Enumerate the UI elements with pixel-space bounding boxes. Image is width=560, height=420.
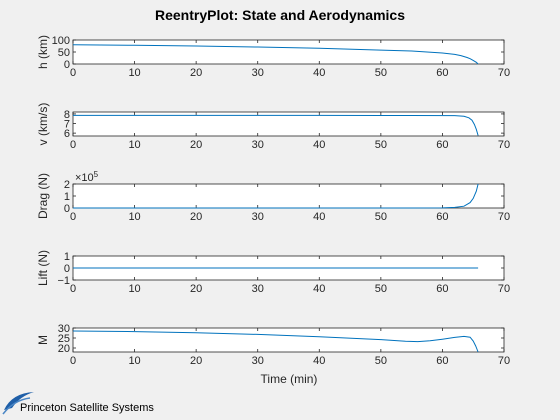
x-tick-label: 60 [436, 67, 448, 79]
x-tick-label: 0 [70, 139, 76, 151]
plot-area [72, 39, 505, 65]
x-tick-label: 30 [252, 211, 264, 223]
x-tick-label: 50 [375, 67, 387, 79]
y-tick-label: 6 [64, 128, 70, 140]
y-tick-label: −1 [57, 275, 70, 287]
x-tick-label: 40 [313, 355, 325, 367]
x-tick-label: 40 [313, 67, 325, 79]
plot-area [72, 183, 505, 209]
series-line [72, 330, 479, 353]
x-tick-label: 0 [70, 211, 76, 223]
y-tick-label: 50 [58, 47, 70, 59]
y-tick-label: 100 [52, 35, 70, 47]
x-tick-label: 30 [252, 67, 264, 79]
x-tick-label: 70 [498, 355, 510, 367]
y-axis-label: M [36, 335, 50, 345]
x-tick-label: 10 [128, 355, 140, 367]
x-tick-label: 20 [190, 67, 202, 79]
x-tick-label: 30 [252, 283, 264, 295]
x-tick-label: 20 [190, 283, 202, 295]
x-tick-label: 0 [70, 355, 76, 367]
series-line [73, 114, 479, 136]
x-tick-label: 40 [313, 211, 325, 223]
y-tick-label: 0 [64, 203, 70, 215]
x-tick-label: 60 [436, 139, 448, 151]
subplot-2: 0 10 20 30 40 50 60 70 678 v (km/s) [36, 103, 510, 151]
y-tick-label: 2 [64, 179, 70, 191]
series-line [73, 183, 479, 209]
y-axis-label: Lift (N) [36, 250, 50, 286]
x-tick-label: 20 [190, 355, 202, 367]
y-axis-label: h (km) [36, 35, 50, 69]
logo-arc-icon [2, 397, 31, 415]
y-axis-label: Drag (N) [36, 173, 50, 219]
subplot-3: 0 10 20 30 40 50 60 70 012 ×105 Drag (N) [36, 170, 510, 223]
x-tick-label: 60 [436, 355, 448, 367]
y-exponent-label: ×105 [75, 170, 99, 184]
y-tick-label: 20 [58, 343, 70, 355]
y-tick-label: 1 [64, 251, 70, 263]
x-tick-label: 0 [70, 283, 76, 295]
x-tick-label: 50 [375, 139, 387, 151]
x-tick-label: 70 [498, 211, 510, 223]
y-tick-label: 0 [64, 263, 70, 275]
x-axis-label: Time (min) [261, 372, 318, 386]
x-tick-label: 40 [313, 139, 325, 151]
x-tick-label: 20 [190, 139, 202, 151]
y-tick-label: 7 [64, 119, 70, 131]
y-tick-label: 1 [64, 191, 70, 203]
x-tick-label: 70 [498, 283, 510, 295]
x-tick-label: 30 [252, 139, 264, 151]
y-tick-label: 25 [58, 333, 70, 345]
y-tick-label: 8 [64, 109, 70, 121]
x-tick-label: 10 [128, 139, 140, 151]
x-tick-label: 30 [252, 355, 264, 367]
x-tick-label: 10 [128, 67, 140, 79]
x-tick-label: 40 [313, 283, 325, 295]
x-tick-label: 50 [375, 211, 387, 223]
x-tick-label: 60 [436, 211, 448, 223]
logo-text: Princeton Satellite Systems [20, 402, 154, 414]
x-tick-label: 10 [128, 211, 140, 223]
x-tick-label: 0 [70, 67, 76, 79]
y-tick-label: 0 [64, 59, 70, 71]
figure-title: ReentryPlot: State and Aerodynamics [155, 7, 405, 23]
series-line [72, 44, 479, 65]
x-tick-label: 10 [128, 283, 140, 295]
x-tick-label: 60 [436, 283, 448, 295]
psss-logo: Princeton Satellite Systems [2, 392, 154, 415]
x-tick-label: 50 [375, 283, 387, 295]
x-tick-label: 70 [498, 139, 510, 151]
y-tick-label: 30 [58, 323, 70, 335]
y-axis-label: v (km/s) [36, 103, 50, 146]
x-tick-label: 50 [375, 355, 387, 367]
x-tick-label: 20 [190, 211, 202, 223]
x-tick-label: 70 [498, 67, 510, 79]
